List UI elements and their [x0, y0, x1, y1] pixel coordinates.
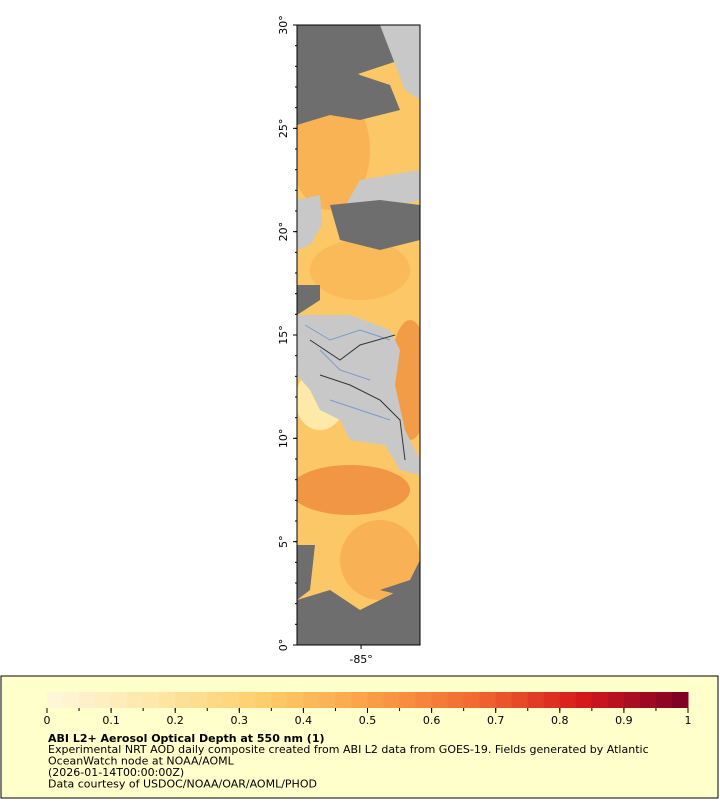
colorbar-cell	[255, 692, 272, 708]
lat-tick-label: 20°	[277, 222, 290, 242]
colorbar-cell	[559, 692, 577, 708]
colorbar-cell	[63, 692, 80, 708]
legend-title: ABI L2+ Aerosol Optical Depth at 550 nm …	[48, 732, 325, 745]
colorbar-cell	[527, 692, 545, 708]
colorbar-cell	[431, 692, 449, 708]
legend-line: Experimental NRT AOD daily composite cre…	[48, 743, 649, 756]
lat-tick-label: 0°	[277, 639, 290, 652]
colorbar-cell	[127, 692, 144, 708]
colorbar-cell	[303, 692, 320, 708]
colorbar-cell	[223, 692, 240, 708]
colorbar-tick-label: 1	[685, 714, 692, 727]
lat-tick-label: 30°	[277, 15, 290, 35]
colorbar-cell	[351, 692, 368, 708]
colorbar-cell	[447, 692, 465, 708]
colorbar-cell	[111, 692, 128, 708]
colorbar-cell	[367, 692, 385, 708]
colorbar-tick-label: 0	[44, 714, 51, 727]
colorbar-cell	[639, 692, 657, 708]
colorbar-cell	[335, 692, 352, 708]
colorbar-cell	[543, 692, 561, 708]
colorbar-tick-label: 0.5	[359, 714, 377, 727]
legend-line: (2026-01-14T00:00:00Z)	[48, 766, 184, 779]
colorbar-cell	[655, 692, 673, 708]
colorbar-cell	[415, 692, 433, 708]
colorbar-cell	[79, 692, 96, 708]
colorbar-tick-label: 0.4	[295, 714, 313, 727]
colorbar-cell	[495, 692, 513, 708]
colorbar-cell	[479, 692, 497, 708]
map-image	[297, 25, 420, 645]
colorbar-cell	[399, 692, 417, 708]
colorbar-cell	[287, 692, 304, 708]
colorbar-cell	[463, 692, 481, 708]
colorbar-tick-label: 0.9	[615, 714, 633, 727]
colorbar-tick-label: 0.6	[423, 714, 441, 727]
colorbar-cell	[175, 692, 192, 708]
colorbar-cell	[143, 692, 160, 708]
colorbar-cell	[47, 692, 64, 708]
lat-tick-label: 10°	[277, 429, 290, 449]
lat-tick-label: 15°	[277, 325, 290, 345]
colorbar-cell	[159, 692, 176, 708]
lon-tick-label: -85°	[349, 653, 372, 666]
colorbar-cell	[319, 692, 336, 708]
colorbar-cell	[191, 692, 208, 708]
colorbar-cell	[239, 692, 256, 708]
colorbar-cell	[607, 692, 625, 708]
colorbar-cell	[95, 692, 112, 708]
colorbar-tick-label: 0.7	[487, 714, 505, 727]
colorbar-cell	[383, 692, 401, 708]
colorbar-cell	[623, 692, 641, 708]
colorbar-tick-label: 0.8	[551, 714, 569, 727]
colorbar-tick-label: 0.3	[231, 714, 249, 727]
colorbar-cell	[511, 692, 529, 708]
lat-tick-label: 5°	[277, 535, 290, 548]
colorbar-cell	[575, 692, 593, 708]
colorbar-tick-label: 0.1	[102, 714, 120, 727]
colorbar-cell	[271, 692, 288, 708]
colorbar-cell	[207, 692, 224, 708]
lat-tick-label: 25°	[277, 119, 290, 139]
colorbar-cell	[671, 692, 689, 708]
legend-line: OceanWatch node at NOAA/AOML	[48, 755, 235, 768]
legend-line: Data courtesy of USDOC/NOAA/OAR/AOML/PHO…	[48, 778, 317, 791]
colorbar-tick-label: 0.2	[166, 714, 184, 727]
colorbar-cell	[591, 692, 609, 708]
